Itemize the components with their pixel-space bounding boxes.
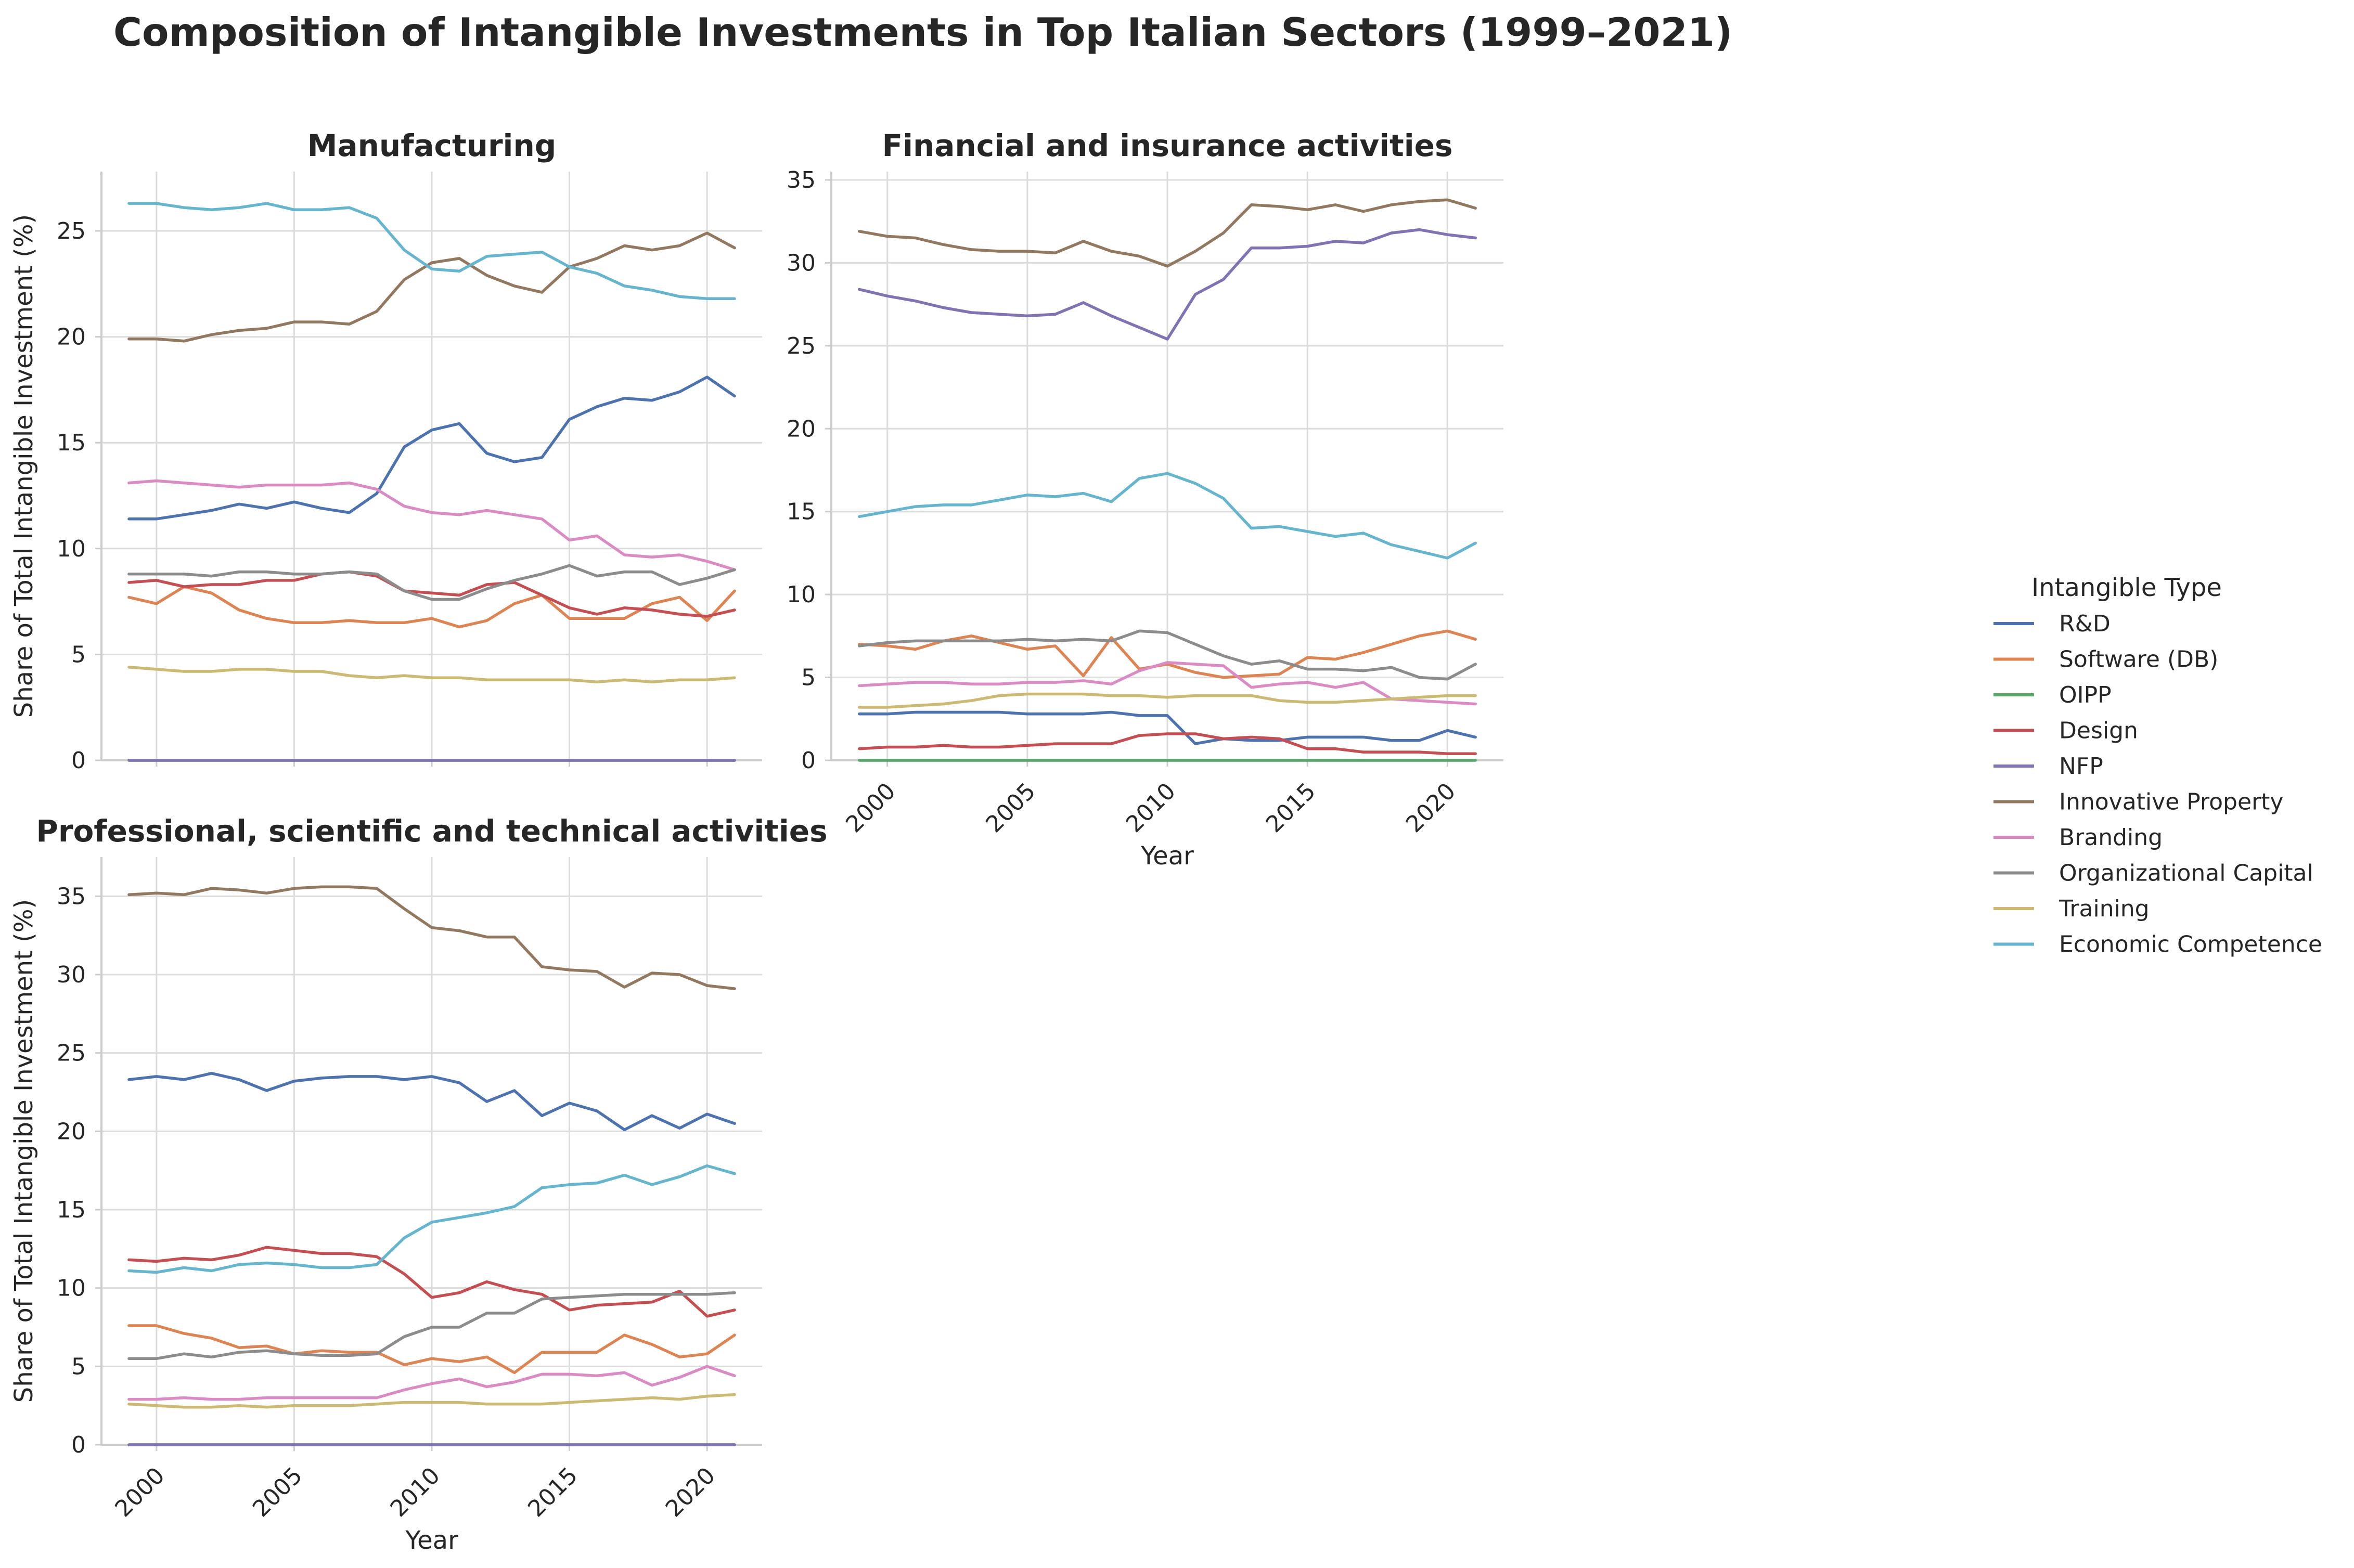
y-tick-label: 30 <box>787 250 816 276</box>
y-tick-label: 25 <box>57 218 86 244</box>
series-line-r-d <box>858 710 1477 745</box>
y-tick-label: 30 <box>57 962 86 988</box>
series-line-r-d <box>127 1072 736 1132</box>
series-line-nfp <box>858 228 1477 341</box>
y-tick-label: 20 <box>57 324 86 351</box>
legend-items: R&D Software (DB) OIPP Design NFP Innovative … <box>1993 611 2322 958</box>
figure-title: Composition of Intangible Investments in… <box>113 9 1732 55</box>
y-tick-label: 15 <box>787 499 816 525</box>
series-line-software-db <box>127 585 736 629</box>
panel-manufacturing: 0 5 10 15 20 25 Manufacturing Share of Total In… <box>9 128 762 774</box>
y-tick-label: 20 <box>787 416 816 442</box>
chart-panels: 0 5 10 15 20 25 Manufacturing Share of Total In… <box>9 128 1503 1555</box>
legend-item-training: Training <box>1993 896 2150 922</box>
y-tick-label: 0 <box>71 747 86 774</box>
y-tick-label: 0 <box>71 1432 86 1458</box>
panel-title: Professional, scientific and technical a… <box>36 813 827 849</box>
x-axis-label: Year <box>1140 841 1194 871</box>
legend-item-nfp: NFP <box>1993 753 2103 780</box>
x-tick-label: 2010 <box>1121 778 1181 838</box>
series-line-innovative-property <box>858 198 1477 268</box>
legend-title: Intangible Type <box>2031 573 2222 602</box>
series-line-training <box>858 692 1477 709</box>
series-line-organizational-capital <box>127 564 736 601</box>
series-line-software-db <box>127 1324 736 1375</box>
series-line-economic-competence <box>127 1164 736 1274</box>
legend-item-oipp: OIPP <box>1993 682 2112 708</box>
legend-label: Innovative Property <box>2059 789 2283 815</box>
x-axis-label: Year <box>405 1526 458 1555</box>
x-tick-label: 2020 <box>1401 778 1461 838</box>
series-line-design <box>127 1246 736 1318</box>
x-tick-label: 2015 <box>1261 778 1321 838</box>
legend-item-economic-competence: Economic Competence <box>1993 931 2322 958</box>
x-tick-label: 2020 <box>661 1462 721 1522</box>
legend-label: Training <box>2059 896 2150 922</box>
y-tick-label: 10 <box>57 1275 86 1302</box>
legend-label: Branding <box>2059 824 2163 851</box>
series-line-branding <box>858 661 1477 706</box>
series-line-training <box>127 1393 736 1409</box>
series-line-software-db <box>858 629 1477 679</box>
x-tick-label: 2000 <box>110 1462 170 1522</box>
legend-item-organizational-capital: Organizational Capital <box>1993 860 2313 887</box>
legend-item-branding: Branding <box>1993 824 2163 851</box>
y-tick-label: 0 <box>801 747 816 774</box>
legend-label: NFP <box>2059 753 2103 780</box>
series-line-design <box>858 732 1477 755</box>
panel-professional-scientific-and-technical-activities: 0 5 10 15 20 25 30 35 2000 2005 2010 2015 2020 Profes… <box>9 813 828 1555</box>
legend: Intangible Type R&D Software (DB) OIPP Desi… <box>1993 573 2322 958</box>
x-tick-label: 2015 <box>523 1462 583 1522</box>
x-tick-label: 2010 <box>385 1462 445 1522</box>
y-tick-label: 5 <box>801 665 816 691</box>
y-axis-label: Share of Total Intangible Investment (%) <box>9 899 38 1403</box>
legend-label: Software (DB) <box>2059 646 2218 673</box>
legend-label: Economic Competence <box>2059 931 2322 958</box>
y-tick-label: 5 <box>71 641 86 668</box>
legend-label: R&D <box>2059 611 2111 637</box>
series-line-branding <box>127 479 736 572</box>
y-tick-label: 10 <box>57 536 86 562</box>
y-tick-label: 25 <box>787 333 816 359</box>
y-tick-label: 25 <box>57 1040 86 1067</box>
y-tick-label: 15 <box>57 430 86 456</box>
series-line-innovative-property <box>127 231 736 343</box>
legend-item-r-d: R&D <box>1993 611 2111 637</box>
series-line-economic-competence <box>127 202 736 301</box>
legend-item-software-db: Software (DB) <box>1993 646 2218 673</box>
y-tick-label: 35 <box>57 883 86 910</box>
series-line-organizational-capital <box>127 1291 736 1360</box>
series-line-r-d <box>127 375 736 521</box>
y-tick-label: 5 <box>71 1353 86 1380</box>
x-tick-label: 2005 <box>981 778 1040 838</box>
panel-financial-and-insurance-activities: 0 5 10 15 20 25 30 35 2000 2005 2010 2015 2020 Financ… <box>787 128 1503 871</box>
y-tick-label: 20 <box>57 1118 86 1145</box>
y-tick-label: 15 <box>57 1197 86 1223</box>
y-axis-label: Share of Total Intangible Investment (%) <box>9 214 38 718</box>
legend-label: Design <box>2059 718 2138 744</box>
panel-title: Manufacturing <box>307 128 557 163</box>
legend-label: Organizational Capital <box>2059 860 2313 887</box>
y-tick-label: 35 <box>787 167 816 193</box>
series-line-organizational-capital <box>858 629 1477 681</box>
series-line-innovative-property <box>127 885 736 990</box>
legend-label: OIPP <box>2059 682 2112 708</box>
x-tick-label: 2000 <box>841 778 901 838</box>
series-line-economic-competence <box>858 472 1477 560</box>
series-line-training <box>127 666 736 684</box>
legend-item-innovative-property: Innovative Property <box>1993 789 2283 815</box>
series-line-branding <box>127 1365 736 1401</box>
x-tick-label: 2005 <box>248 1462 307 1522</box>
series-line-design <box>127 570 736 618</box>
panel-title: Financial and insurance activities <box>882 128 1452 163</box>
y-tick-label: 10 <box>787 581 816 608</box>
legend-item-design: Design <box>1993 718 2138 744</box>
